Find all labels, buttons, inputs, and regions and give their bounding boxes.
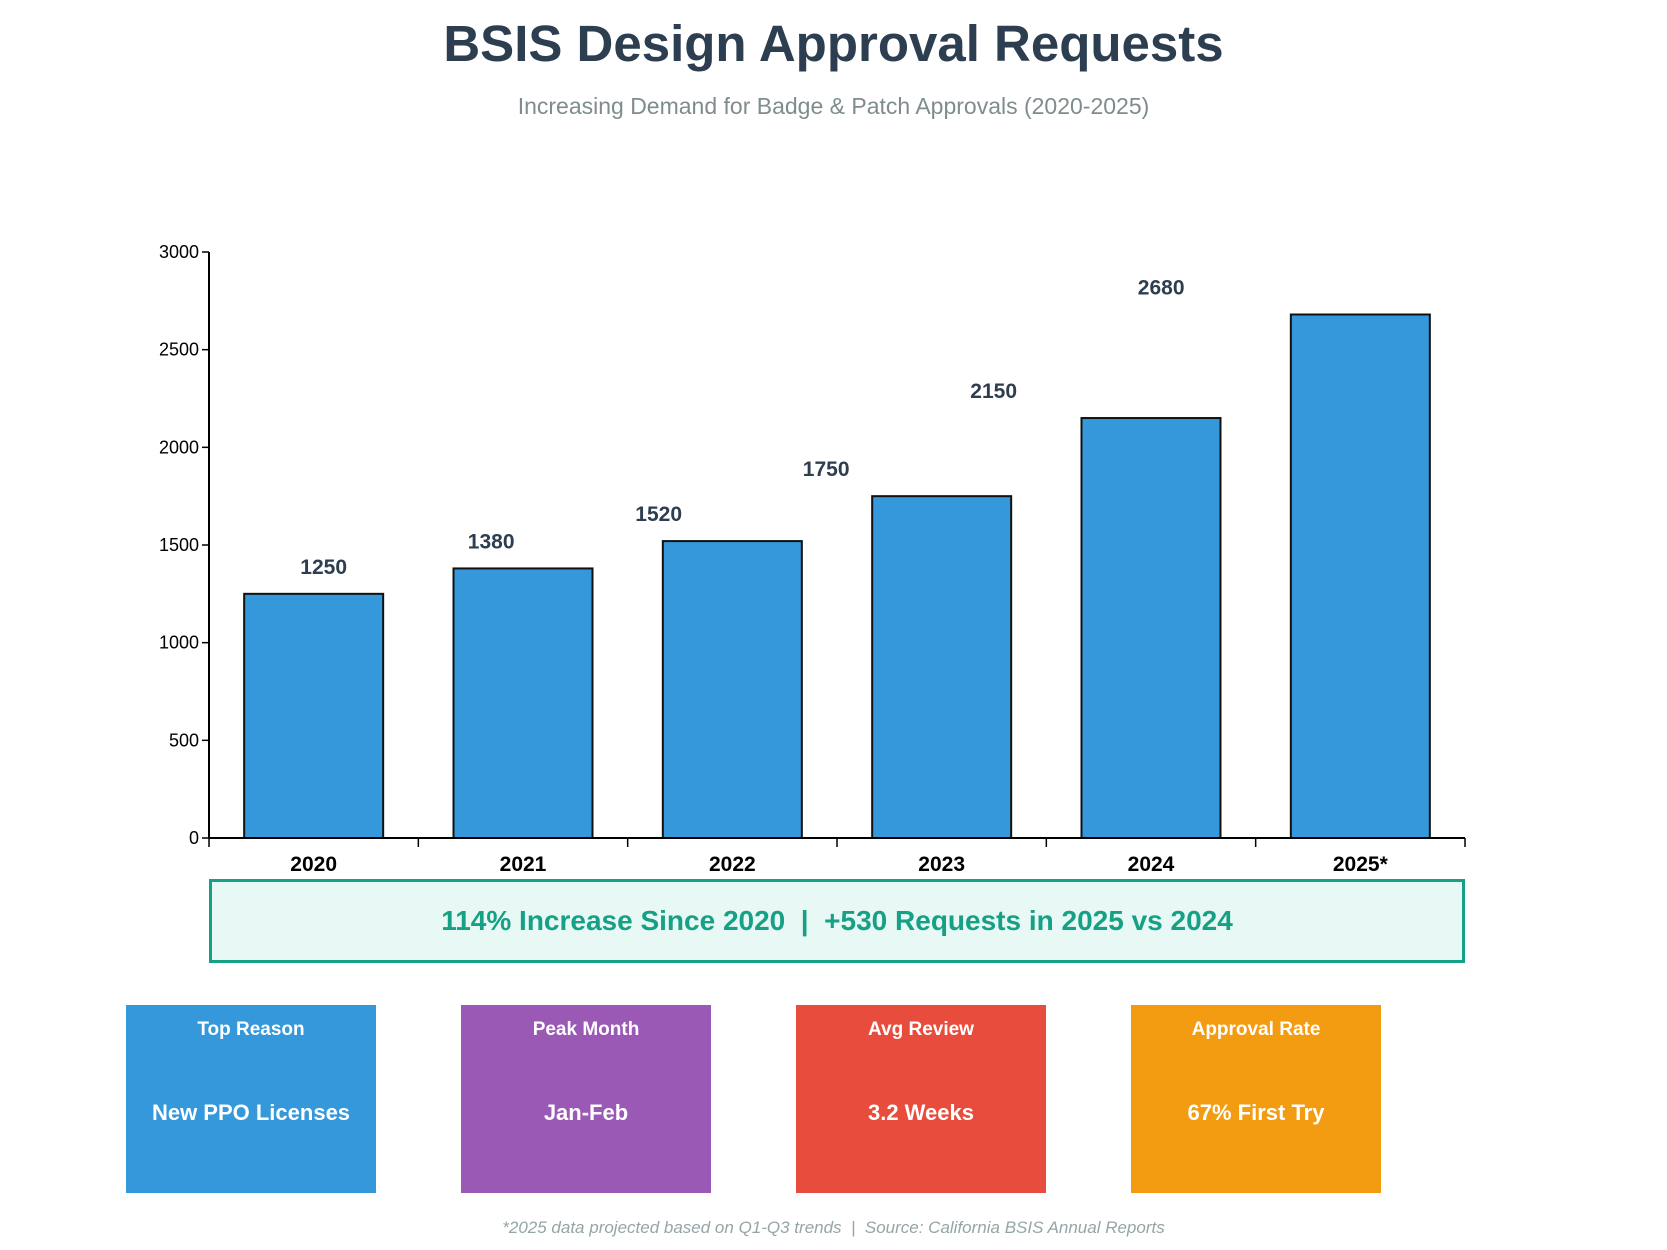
bar — [243, 592, 385, 839]
bar — [1289, 313, 1431, 839]
stat-card-value: New PPO Licenses — [151, 1100, 351, 1125]
y-tick-label: 0 — [189, 828, 199, 848]
stat-card-title: Avg Review — [868, 1019, 974, 1040]
data-label: 1250 — [300, 556, 347, 579]
bar — [1080, 417, 1222, 839]
data-label: 1750 — [803, 458, 850, 481]
y-tick-label: 1000 — [159, 633, 199, 653]
stat-card-value: 3.2 Weeks — [867, 1100, 974, 1125]
stat-card: Approval Rate 67% First Try — [1131, 1005, 1381, 1193]
stat-card: Top Reason New PPO Licenses — [126, 1005, 376, 1193]
stat-card: Peak Month Jan-Feb — [461, 1005, 711, 1193]
stat-card-value: Jan-Feb — [543, 1100, 629, 1125]
bar — [871, 495, 1013, 839]
y-tick-label: 500 — [169, 730, 199, 750]
y-tick-label: 3000 — [159, 242, 199, 262]
bar — [661, 540, 803, 839]
stat-card-title: Top Reason — [197, 1019, 305, 1040]
stat-card-title: Approval Rate — [1191, 1019, 1321, 1040]
x-tick-label: 2024 — [1128, 853, 1175, 876]
data-label: 1520 — [635, 503, 682, 526]
bar — [452, 567, 594, 839]
x-tick-label: 2025* — [1333, 853, 1389, 876]
data-label: 1380 — [468, 530, 515, 553]
data-label: 2680 — [1138, 277, 1185, 300]
chart-title: BSIS Design Approval Requests — [443, 15, 1224, 72]
stat-card-title: Peak Month — [532, 1019, 640, 1040]
y-tick-label: 2000 — [159, 437, 199, 457]
stat-card: Avg Review 3.2 Weeks — [796, 1005, 1046, 1193]
footer-note: *2025 data projected based on Q1-Q3 tren… — [502, 1218, 1165, 1237]
y-tick-label: 1500 — [159, 535, 199, 555]
x-tick-label: 2020 — [290, 853, 337, 876]
chart-subtitle: Increasing Demand for Badge & Patch Appr… — [517, 93, 1150, 119]
x-tick-label: 2021 — [500, 853, 547, 876]
x-tick-label: 2023 — [918, 853, 965, 876]
stat-card-value: 67% First Try — [1187, 1100, 1325, 1125]
summary-banner: 114% Increase Since 2020 | +530 Requests… — [209, 879, 1465, 963]
bar-chart: 1250 2020 1380 2021 1520 2022 1750 2023 2150 2024… — [159, 242, 1466, 876]
data-label: 2150 — [970, 380, 1017, 403]
y-tick-label: 2500 — [159, 340, 199, 360]
x-tick-label: 2022 — [709, 853, 756, 876]
